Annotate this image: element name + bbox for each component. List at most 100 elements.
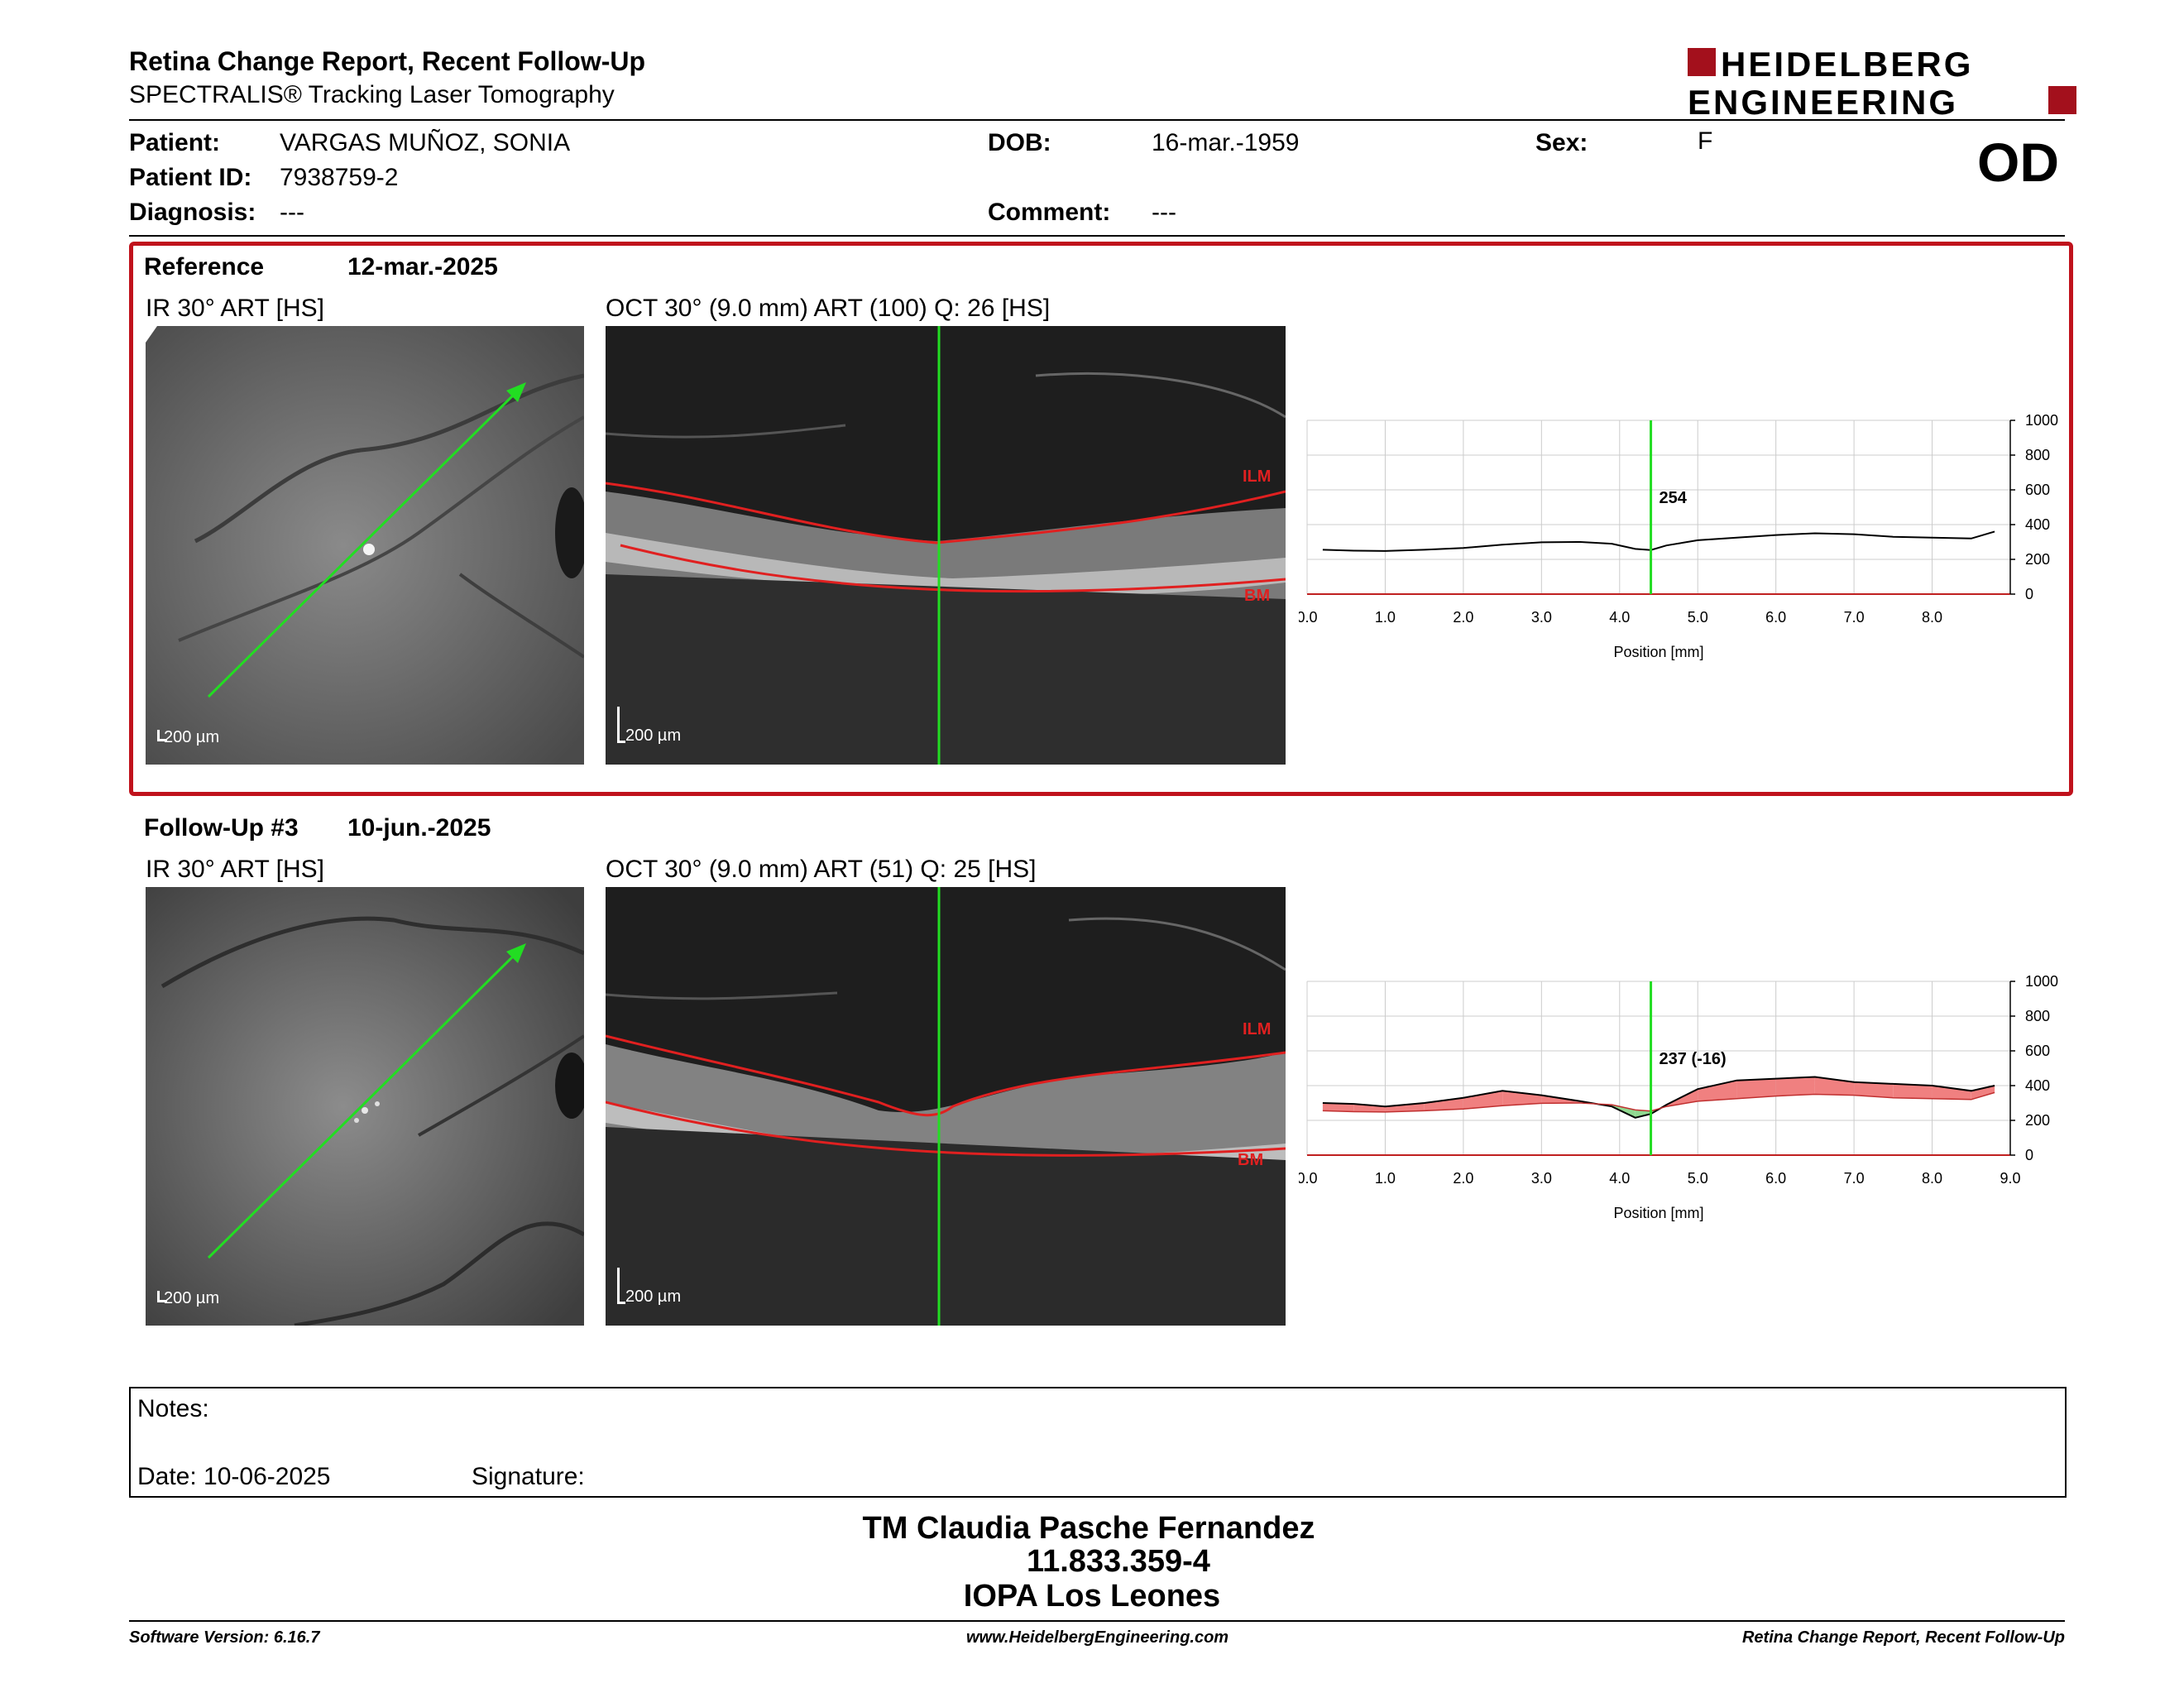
thickness-increase-area (1698, 1080, 1737, 1101)
followup-ir-caption: IR 30° ART [HS] (146, 856, 324, 883)
followup-ir-image: 200 µm (146, 887, 584, 1326)
x-tick-label: 1.0 (1375, 1170, 1396, 1187)
x-tick-label: 3.0 (1531, 1170, 1552, 1187)
footer-divider (129, 1620, 2065, 1622)
reference-ir-caption: IR 30° ART [HS] (146, 295, 324, 322)
patient-id: 7938759-2 (280, 164, 399, 191)
notes-date: Date: 10-06-2025 (137, 1463, 331, 1490)
y-tick-label: 400 (2025, 516, 2050, 533)
logo-line2: ENGINEERING (1688, 83, 1958, 119)
followup-thickness-chart: 0 200 400 600 800 1000 0.0 1.0 2.0 3.0 4.0 5.0 6.0 7.… (1299, 973, 2058, 1221)
cursor-value-label: 254 (1660, 489, 1688, 507)
eye-indicator: OD (1977, 132, 2059, 193)
thickness-increase-area (1424, 1097, 1463, 1111)
dob-label: DOB: (988, 129, 1051, 156)
sex-label: Sex: (1535, 129, 1588, 156)
y-tick-label: 200 (2025, 1112, 2050, 1129)
reference-ir-scalebar: 200 µm (164, 728, 220, 746)
followup-oct-caption: OCT 30° (9.0 mm) ART (51) Q: 25 [HS] (606, 856, 1037, 883)
x-tick-label: 3.0 (1531, 609, 1552, 626)
website-link[interactable]: www.HeidelbergEngineering.com (966, 1628, 1229, 1647)
thickness-increase-area (1854, 1081, 1894, 1098)
institution-name: IOPA Los Leones (963, 1579, 1221, 1614)
x-tick-label: 5.0 (1688, 609, 1708, 626)
report-title: Retina Change Report, Recent Follow-Up (129, 46, 646, 76)
x-axis-label: Position [mm] (1613, 1205, 1703, 1221)
software-version: Software Version: 6.16.7 (129, 1628, 320, 1647)
reference-ilm-label: ILM (1243, 468, 1271, 486)
operator-name: TM Claudia Pasche Fernandez (862, 1511, 1315, 1546)
logo-square-bottom (2048, 86, 2076, 114)
x-tick-label: 9.0 (2000, 1170, 2020, 1187)
y-tick-label: 0 (2025, 586, 2033, 602)
x-tick-label: 2.0 (1453, 1170, 1473, 1187)
patient-label: Patient: (129, 129, 221, 156)
y-tick-label: 1000 (2025, 973, 2058, 990)
reference-frame (129, 242, 2073, 796)
reference-thickness-chart: 0 200 400 600 800 1000 0.0 1.0 2.0 3.0 4.0 5.0 6.0 7.… (1299, 412, 2058, 660)
reference-date: 12-mar.-2025 (347, 253, 498, 281)
notes-box: Notes: Date: 10-06-2025 Signature: (129, 1387, 2067, 1498)
y-tick-label: 600 (2025, 482, 2050, 498)
x-tick-label: 0.0 (1299, 609, 1318, 626)
patient-name: VARGAS MUÑOZ, SONIA (280, 129, 571, 156)
reference-oct-caption: OCT 30° (9.0 mm) ART (100) Q: 26 [HS] (606, 295, 1051, 322)
footer-report-name: Retina Change Report, Recent Follow-Up (1741, 1628, 2065, 1647)
comment-value: --- (1152, 199, 1176, 226)
y-tick-label: 400 (2025, 1077, 2050, 1094)
x-tick-label: 0.0 (1299, 1170, 1318, 1187)
followup-date: 10-jun.-2025 (347, 814, 491, 842)
y-tick-label: 0 (2025, 1147, 2033, 1163)
thickness-increase-area (1322, 1103, 1354, 1112)
sex-value: F (1698, 127, 1713, 155)
x-tick-label: 4.0 (1609, 609, 1630, 626)
thickness-decrease-area (1635, 1110, 1651, 1118)
y-tick-label: 600 (2025, 1043, 2050, 1059)
followup-oct-image: ILM BM 200 µm (606, 887, 1286, 1326)
y-tick-label: 800 (2025, 447, 2050, 463)
reference-label: Reference (144, 253, 265, 281)
thickness-increase-area (1736, 1078, 1776, 1099)
operator-id: 11.833.359-4 (1027, 1544, 1210, 1579)
thickness-increase-area (1932, 1086, 1971, 1100)
report-subtitle: SPECTRALIS® Tracking Laser Tomography (129, 81, 615, 108)
x-tick-label: 4.0 (1609, 1170, 1630, 1187)
heidelberg-logo: HEIDELBERG ENGINEERING (1688, 45, 2076, 119)
y-tick-label: 200 (2025, 551, 2050, 568)
x-tick-label: 1.0 (1375, 609, 1396, 626)
thickness-increase-area (1385, 1103, 1425, 1112)
reference-oct-scalebar: 200 µm (625, 727, 682, 745)
reference-ir-image: 200 µm (146, 326, 584, 765)
x-tick-label: 5.0 (1688, 1170, 1708, 1187)
signature-label: Signature: (472, 1463, 585, 1490)
followup-oct-scalebar: 200 µm (625, 1288, 682, 1306)
logo-square-top (1688, 48, 1716, 76)
x-tick-label: 6.0 (1765, 609, 1786, 626)
y-tick-label: 800 (2025, 1008, 2050, 1024)
y-tick-label: 1000 (2025, 412, 2058, 429)
x-tick-label: 7.0 (1844, 1170, 1865, 1187)
comment-label: Comment: (988, 199, 1111, 226)
dob-value: 16-mar.-1959 (1152, 129, 1300, 156)
patient-divider (129, 235, 2065, 237)
reference-bm-label: BM (1244, 587, 1270, 605)
patient-id-label: Patient ID: (129, 164, 252, 191)
followup-ir-scalebar: 200 µm (164, 1289, 220, 1307)
followup-ilm-label: ILM (1243, 1020, 1271, 1038)
thickness-increase-area (1463, 1091, 1503, 1110)
x-tick-label: 6.0 (1765, 1170, 1786, 1187)
diagnosis-label: Diagnosis: (129, 199, 256, 226)
thickness-increase-area (1971, 1086, 1995, 1100)
notes-label: Notes: (137, 1395, 209, 1422)
followup-bm-label: BM (1238, 1151, 1263, 1169)
cursor-value-label: 237 (-16) (1660, 1050, 1727, 1068)
thickness-line (1322, 530, 1995, 552)
x-tick-label: 8.0 (1922, 609, 1942, 626)
x-axis-label: Position [mm] (1613, 644, 1703, 660)
logo-line1: HEIDELBERG (1721, 45, 1973, 84)
x-tick-label: 2.0 (1453, 609, 1473, 626)
diagnosis-value: --- (280, 199, 304, 226)
thickness-increase-area (1893, 1083, 1933, 1099)
thickness-increase-area (1775, 1077, 1815, 1096)
followup-label: Follow-Up #3 (144, 814, 299, 842)
